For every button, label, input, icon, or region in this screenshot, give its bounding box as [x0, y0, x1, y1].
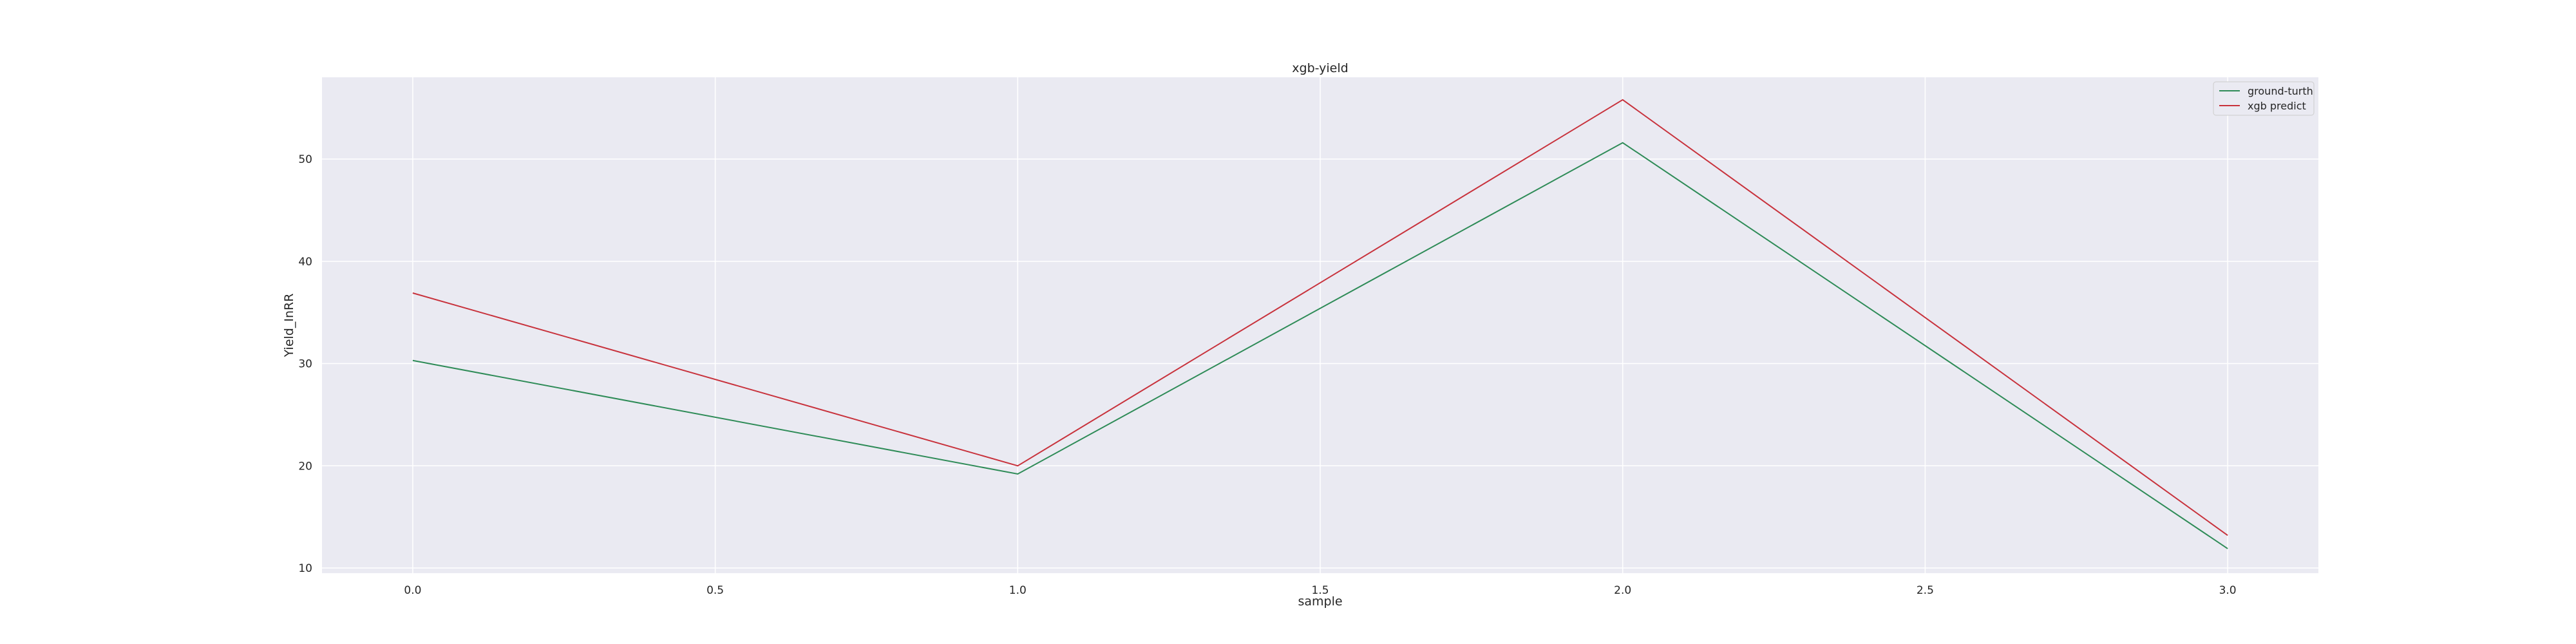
series-line-ground-turth [412, 142, 2228, 549]
legend-label-xgb-predict: xgb predict [2248, 100, 2306, 112]
x-tick-label: 3.0 [2219, 584, 2237, 597]
y-axis-ticks: 10 20 30 40 50 [298, 153, 312, 575]
series-group [412, 99, 2228, 549]
legend-label-ground-turth: ground-turth [2248, 85, 2313, 97]
x-axis-label: sample [1298, 594, 1342, 609]
chart-title: xgb-yield [1292, 61, 1348, 75]
x-tick-label: 1.5 [1311, 584, 1329, 597]
y-tick-label: 50 [298, 153, 312, 166]
legend: ground-turth xgb predict [2213, 81, 2315, 116]
x-tick-label: 2.0 [1614, 584, 1631, 597]
y-axis-label: Yield_InRR [282, 294, 296, 358]
x-tick-label: 1.0 [1009, 584, 1027, 597]
y-tick-label: 40 [298, 256, 312, 269]
y-tick-label: 10 [298, 562, 312, 575]
x-tick-label: 0.5 [706, 584, 724, 597]
y-tick-label: 20 [298, 460, 312, 473]
x-tick-label: 0.0 [404, 584, 421, 597]
grid [322, 77, 2318, 573]
x-axis-ticks: 0.0 0.5 1.0 1.5 2.0 2.5 3.0 [404, 584, 2236, 597]
series-line-xgb-predict [412, 99, 2228, 536]
y-tick-label: 30 [298, 358, 312, 371]
x-tick-label: 2.5 [1917, 584, 1934, 597]
